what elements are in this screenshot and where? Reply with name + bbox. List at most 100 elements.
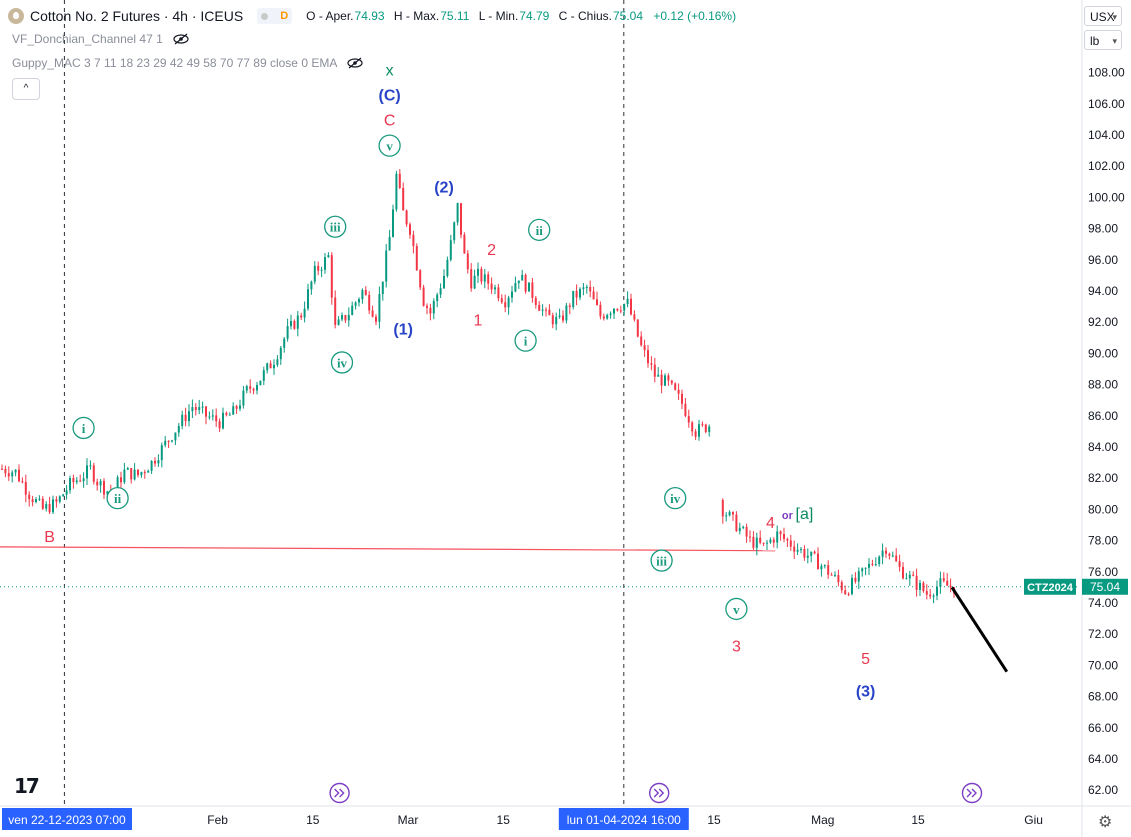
candle-body [517, 280, 520, 284]
candle-body [55, 499, 58, 502]
candle-body [419, 270, 422, 288]
price-axis-panel[interactable] [1082, 0, 1131, 837]
candle-body [868, 563, 870, 568]
candle-body [776, 531, 779, 543]
candle-body [599, 304, 602, 317]
candle-body [677, 389, 680, 394]
candle-body [256, 384, 258, 391]
indicator-guppy-label: Guppy_MAC 3 7 11 18 23 29 42 49 58 70 77… [12, 56, 338, 70]
candle-body [732, 511, 734, 515]
candle-body [500, 298, 503, 303]
ohlc-readout: O - Aper.74.93 H - Max.75.11 L - Min.74.… [306, 9, 742, 23]
jump-to-marker-icon[interactable] [961, 782, 983, 804]
candle-body [626, 298, 629, 305]
candle-body [766, 542, 768, 544]
candle-body [895, 555, 898, 562]
double-chevron-right-icon[interactable] [653, 788, 665, 798]
candle-body [888, 553, 891, 556]
candle-body [439, 288, 442, 295]
double-chevron-right-icon[interactable] [334, 788, 345, 798]
tradingview-logo[interactable]: 17 [14, 774, 40, 798]
candle-body [834, 575, 836, 577]
candle-body [946, 580, 949, 586]
eye-off-icon[interactable] [347, 57, 363, 69]
candle-body [28, 494, 31, 500]
indicator-donchian[interactable]: VF_Donchian_Channel 47 1 [12, 32, 189, 46]
candle-body [844, 590, 847, 594]
unit-select[interactable]: lb [1084, 30, 1122, 51]
market-status-pill[interactable]: D [257, 8, 293, 24]
candle-body [177, 426, 180, 433]
candle-body [619, 310, 622, 312]
candle-body [320, 269, 323, 271]
y-tick-label: 78.00 [1088, 534, 1118, 548]
candle-body [225, 412, 228, 415]
eye-off-icon[interactable] [173, 33, 189, 45]
y-tick-label: 94.00 [1088, 284, 1118, 298]
candle-body [749, 536, 751, 538]
candle-body [446, 259, 449, 276]
candle-body [262, 370, 265, 381]
candle-body [762, 542, 765, 544]
last-price-tag [1082, 578, 1128, 595]
ticker-tag [1024, 578, 1076, 595]
candle-body [242, 390, 245, 406]
candle-body [633, 314, 636, 320]
candle-body [184, 414, 187, 422]
y-tick-label: 108.00 [1088, 66, 1125, 80]
double-chevron-right-icon[interactable] [966, 788, 977, 798]
candle-body [653, 364, 656, 377]
candle-body [473, 275, 476, 289]
candle-body [840, 582, 843, 591]
indicator-guppy[interactable]: Guppy_MAC 3 7 11 18 23 29 42 49 58 70 77… [12, 56, 363, 70]
candle-body [742, 526, 745, 528]
candle-body [364, 290, 367, 295]
candle-body [300, 315, 303, 318]
candle-body [215, 415, 218, 422]
wave-label: v [386, 139, 393, 154]
candle-body [582, 287, 585, 289]
settings-gear-icon[interactable]: ⚙ [1098, 814, 1113, 831]
candle-body [609, 313, 612, 315]
collapse-legend-button[interactable]: ^ [12, 78, 40, 100]
candle-body [106, 491, 109, 495]
candle-body [949, 585, 952, 588]
candle-body [854, 577, 857, 582]
ohlc-open-value: 74.93 [354, 9, 385, 23]
ticker-tag-label: CTZ2024 [1027, 582, 1074, 594]
candle-body [103, 481, 105, 495]
candle-body [922, 582, 925, 592]
wave-label: iii [330, 220, 341, 235]
x-tick-label: 15 [911, 813, 925, 827]
ohlc-close-label: C - Chius. [558, 9, 612, 23]
candle-body [361, 290, 364, 300]
jump-to-marker-icon[interactable] [649, 782, 670, 804]
candle-body [511, 291, 513, 298]
currency-select[interactable]: USX [1084, 6, 1122, 27]
candle-body [874, 564, 877, 566]
candle-body [463, 234, 466, 254]
candle-body [273, 364, 275, 369]
x-tick-label: Mar [398, 813, 419, 827]
candle-body [932, 595, 935, 597]
symbol-title[interactable]: Cotton No. 2 Futures · 4h · ICEUS [30, 8, 244, 24]
candle-body [551, 315, 554, 325]
candle-body [269, 363, 272, 369]
candle-body [72, 478, 75, 483]
candle-body [820, 565, 823, 570]
candle-body [194, 407, 197, 410]
candle-body [708, 426, 711, 433]
jump-to-marker-icon[interactable] [329, 782, 350, 804]
candle-body [579, 288, 581, 298]
y-tick-label: 96.00 [1088, 253, 1118, 267]
candle-body [35, 499, 37, 503]
delayed-badge: D [280, 10, 289, 22]
wave-label: iii [656, 554, 667, 569]
candle-body [466, 253, 469, 270]
wave-label: ii [536, 223, 544, 238]
candle-body [701, 424, 704, 426]
candle-body [667, 375, 670, 381]
candle-body [266, 363, 269, 371]
candle-body [11, 472, 14, 477]
